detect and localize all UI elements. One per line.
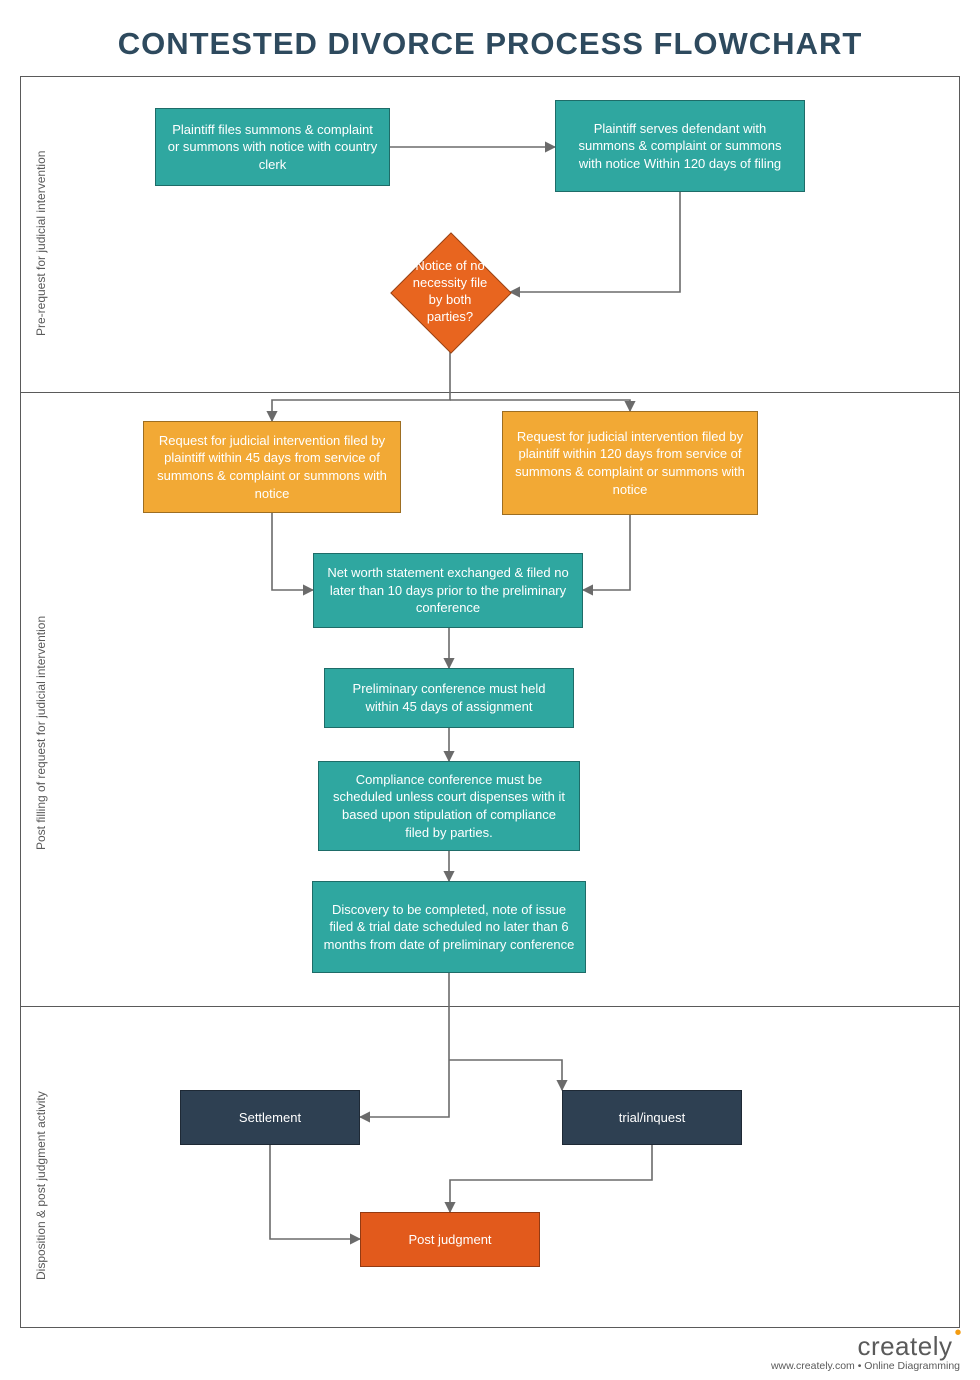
decision-text: Notice of no necessity file by both part… bbox=[390, 232, 510, 352]
process-node: Preliminary conference must held within … bbox=[324, 668, 574, 728]
process-node: Post judgment bbox=[360, 1212, 540, 1267]
process-node: Request for judicial intervention filed … bbox=[502, 411, 758, 515]
lane-label-1: Pre-request for judicial intervention bbox=[34, 151, 48, 336]
lane-divider-2 bbox=[20, 1006, 960, 1007]
process-node: Plaintiff files summons & complaint or s… bbox=[155, 108, 390, 186]
page: CONTESTED DIVORCE PROCESS FLOWCHART Pre-… bbox=[0, 0, 980, 1380]
lane-divider-1 bbox=[20, 392, 960, 393]
footer: creately• www.creately.com • Online Diag… bbox=[771, 1331, 960, 1372]
footer-sub: www.creately.com • Online Diagramming bbox=[771, 1360, 960, 1372]
process-node: Settlement bbox=[180, 1090, 360, 1145]
footer-brand: creately• bbox=[771, 1331, 960, 1362]
page-title: CONTESTED DIVORCE PROCESS FLOWCHART bbox=[0, 26, 980, 62]
decision-node: Notice of no necessity file by both part… bbox=[390, 232, 510, 352]
process-node: Compliance conference must be scheduled … bbox=[318, 761, 580, 851]
process-node: Discovery to be completed, note of issue… bbox=[312, 881, 586, 973]
process-node: Plaintiff serves defendant with summons … bbox=[555, 100, 805, 192]
lane-label-2: Post filling of request for judicial int… bbox=[34, 616, 48, 850]
footer-brand-text: creately bbox=[857, 1331, 952, 1361]
process-node: trial/inquest bbox=[562, 1090, 742, 1145]
lane-label-3: Disposition & post judgment activity bbox=[34, 1091, 48, 1280]
process-node: Request for judicial intervention filed … bbox=[143, 421, 401, 513]
process-node: Net worth statement exchanged & filed no… bbox=[313, 553, 583, 628]
footer-brand-dot: • bbox=[954, 1322, 962, 1344]
